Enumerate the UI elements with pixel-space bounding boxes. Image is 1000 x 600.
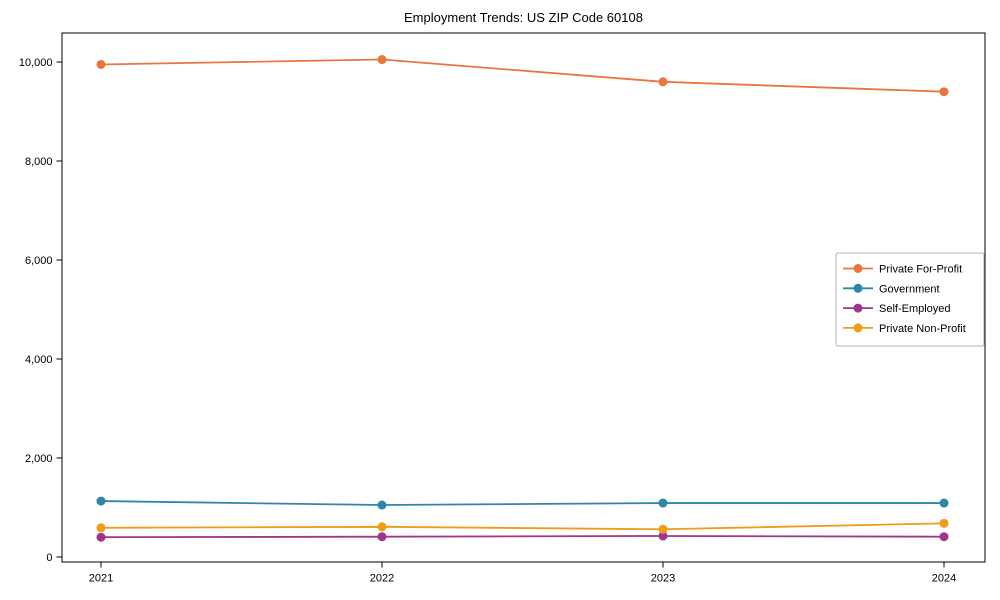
legend-marker-private-for-profit (853, 264, 863, 273)
legend-label-government: Government (879, 283, 940, 295)
data-point-government-2021 (96, 496, 106, 506)
data-point-private-for-profit-2022 (377, 55, 387, 65)
data-point-private-non-profit-2024 (939, 518, 949, 528)
legend-marker-government (853, 283, 863, 293)
legend-box (835, 252, 985, 347)
legend-label-private-non-profit: Private Non-Profit (879, 323, 966, 335)
data-point-self-employed-2024 (939, 532, 949, 542)
data-point-private-for-profit-2021 (96, 59, 106, 69)
series-line-private-non-profit (100, 522, 945, 531)
series-line-private-for-profit (100, 58, 945, 93)
data-point-self-employed-2021 (96, 532, 106, 542)
chart-title: Employment Trends: US ZIP Code 60108 (404, 10, 643, 25)
data-point-private-non-profit-2023 (658, 524, 668, 534)
data-point-self-employed-2022 (377, 532, 387, 542)
x-axis-tick-label: 2023 (651, 573, 675, 585)
legend-marker-private-non-profit (853, 323, 863, 333)
y-axis-tick-label: 8,000 (25, 156, 53, 168)
data-point-private-non-profit-2021 (96, 523, 106, 533)
x-axis-tick-label: 2022 (370, 573, 394, 585)
legend-marker-self-employed (853, 303, 863, 313)
data-point-private-non-profit-2022 (377, 522, 387, 532)
x-axis-tick-label: 2024 (932, 573, 956, 585)
y-axis-tick-label: 6,000 (25, 255, 53, 267)
y-axis-tick-label: 0 (46, 552, 52, 564)
y-axis-tick-label: 4,000 (25, 354, 53, 366)
series-line-government (100, 500, 944, 506)
data-point-self-employed-2023 (658, 531, 668, 541)
legend-label-private-for-profit: Private For-Profit (879, 264, 962, 276)
x-axis-tick-label: 2021 (89, 573, 113, 585)
series-line-self-employed (100, 535, 945, 539)
plot-border (61, 32, 986, 563)
y-axis-tick-label: 2,000 (25, 453, 53, 465)
data-point-private-for-profit-2023 (658, 77, 668, 87)
data-point-private-for-profit-2024 (939, 87, 949, 97)
legend-label-self-employed: Self-Employed (879, 303, 951, 315)
data-point-government-2023 (658, 498, 668, 508)
y-axis-tick-label: 10,000 (19, 57, 53, 69)
data-point-government-2024 (939, 498, 949, 508)
data-point-government-2022 (377, 500, 387, 510)
